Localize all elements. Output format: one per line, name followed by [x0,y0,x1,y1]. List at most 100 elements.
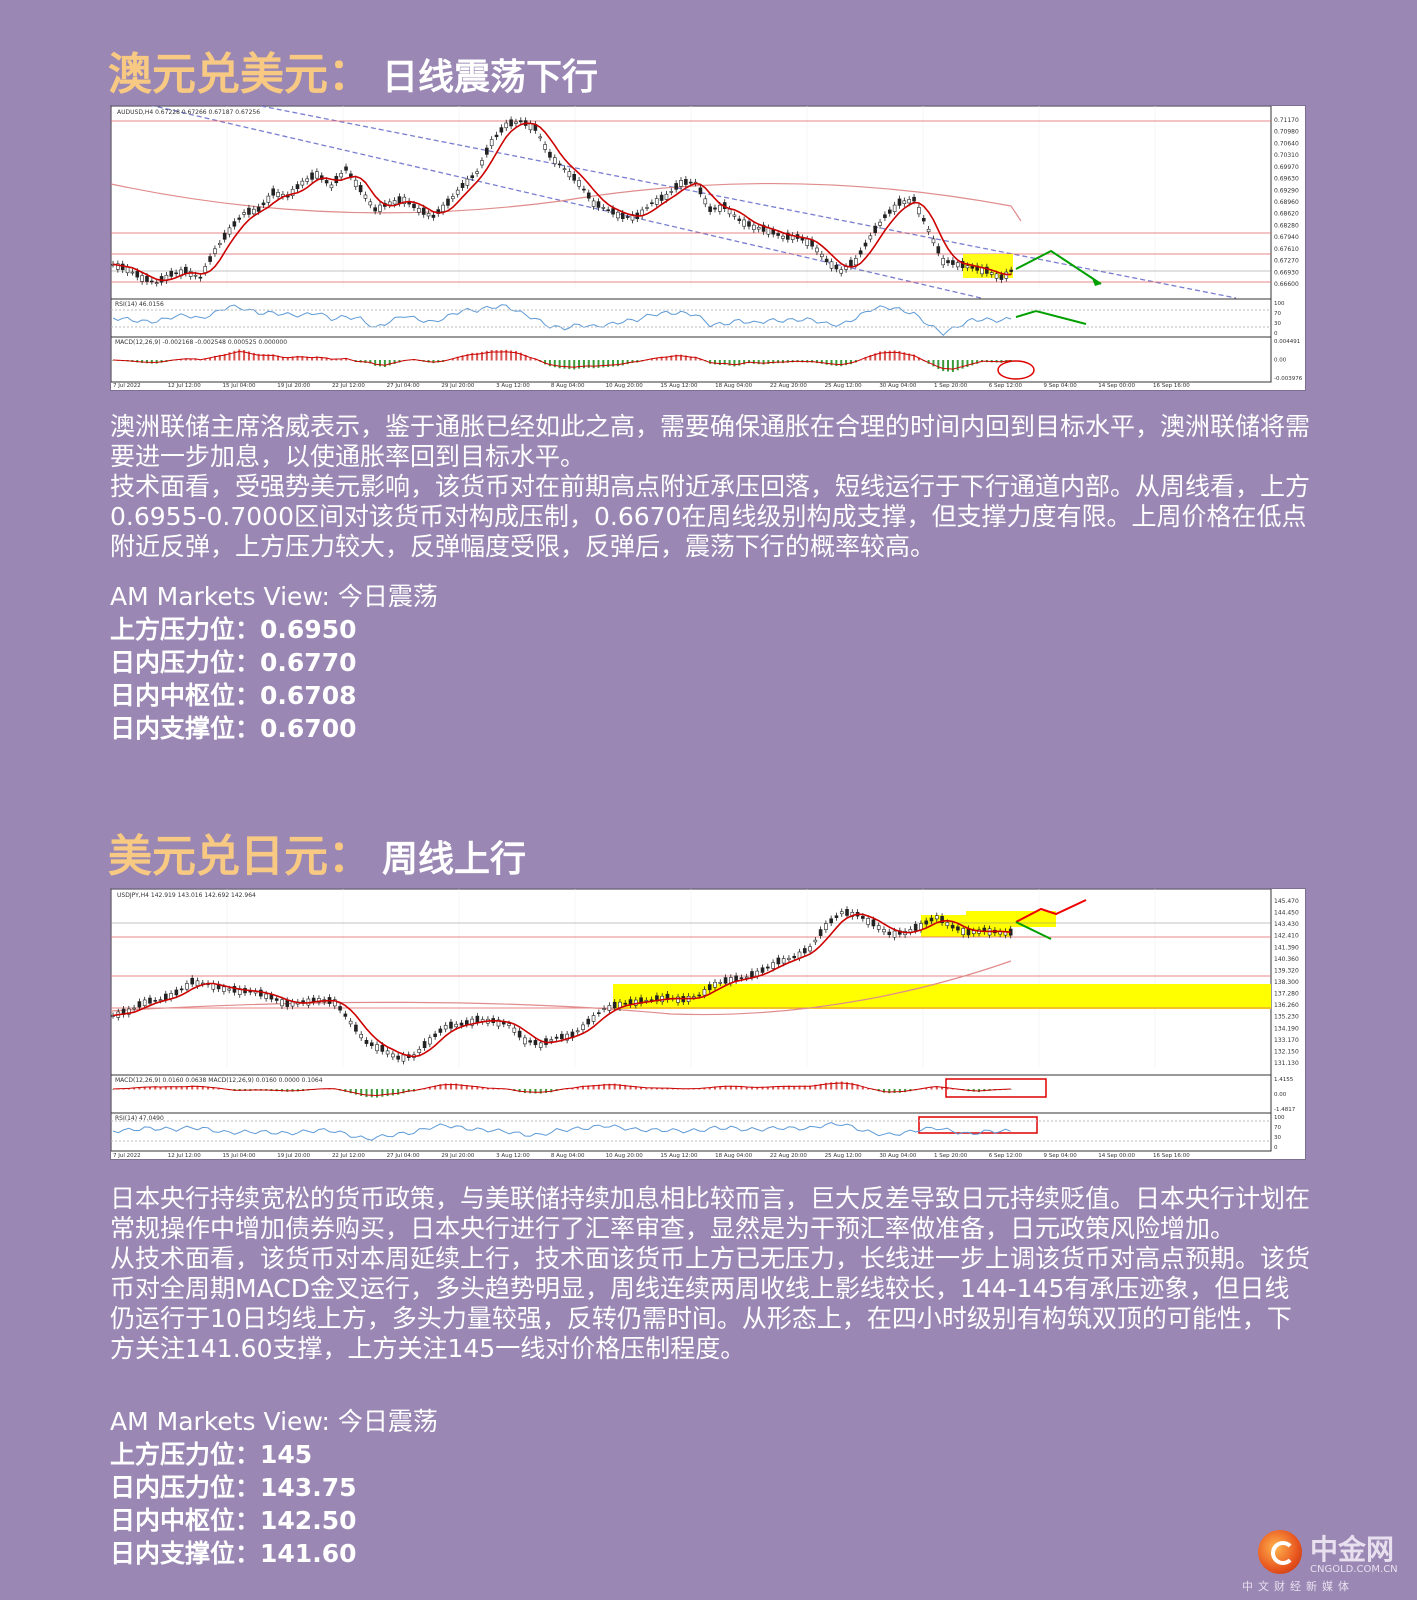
candlestick [422,1038,427,1051]
sub-tick-label: 0 [1274,1145,1278,1151]
level-value: 0.6708 [260,681,357,710]
x-tick-label: 18 Aug 04:00 [715,383,753,389]
candlestick [354,1021,358,1035]
level-value: 142.50 [260,1506,357,1535]
candlestick [581,1021,585,1033]
candlestick [883,211,887,222]
candlestick [353,176,358,190]
level-value: 0.6950 [260,615,357,644]
macd-bar [634,1086,637,1090]
candlestick [470,1015,474,1029]
macd-bar [756,1086,759,1090]
macd-bar [814,1084,817,1090]
macd-bar [709,360,712,364]
macd-bar [740,1085,743,1090]
macd-bar [267,354,270,361]
macd-bar [495,350,498,361]
candlestick [824,920,828,933]
candlestick [446,195,450,209]
candlestick [813,937,818,946]
y-tick-label: 142.410 [1274,933,1299,940]
candlestick [873,222,878,236]
macd-bar [155,360,158,364]
candlestick [761,221,766,235]
macd-bar [655,1087,658,1090]
y-tick-label: 141.390 [1274,944,1299,951]
candlestick [815,244,819,256]
section-title-audusd: 澳元兑美元： 日线震荡下行 [108,38,598,102]
level-value: 0.6700 [260,714,357,743]
macd-bar [825,360,828,365]
x-tick-label: 15 Aug 12:00 [660,1153,698,1159]
candlestick [358,182,363,196]
candlestick [917,204,921,218]
section-title-sub: 日线震荡下行 [382,57,599,98]
macd-bar [272,354,275,361]
macd-bar [444,1083,447,1090]
macd-bar [624,1084,627,1090]
macd-bar [629,1085,632,1090]
y-tick-label: 0.66600 [1274,281,1299,288]
macd-bar [927,360,930,364]
price-ma-line [112,122,1012,282]
candlestick [385,1047,390,1058]
macd-bar [320,356,323,361]
macd-bar [835,360,838,367]
macd-bar [534,1089,537,1094]
candlestick [438,1025,443,1036]
level-label: 上方压力位： [110,1440,261,1469]
candlestick [858,247,863,258]
macd-bar [500,350,503,361]
macd-bar [471,352,474,361]
candlestick [154,279,159,287]
candlestick [266,192,271,206]
candlestick [676,993,680,1006]
view-header: AM Markets View: 今日震荡 [110,1407,438,1436]
y-tick-label: 134.190 [1274,1025,1299,1032]
macd-bar [558,360,561,369]
candlestick [343,1010,348,1020]
candlestick [338,1003,342,1014]
candlestick [950,922,955,932]
chart-header: AUDUSD,H4 0.67228 0.67266 0.67187 0.6725… [117,109,260,116]
macd-bar [568,360,571,370]
macd-bar [311,357,314,361]
candlestick [902,197,907,207]
macd-bar [428,1086,431,1090]
candlestick [744,973,749,982]
candlestick [946,257,950,267]
rsi-highlight-box [918,1116,1038,1134]
macd-bar [196,1085,199,1090]
macd-bar [971,360,974,366]
macd-bar [402,1089,405,1094]
candlestick [130,268,135,276]
sub-tick-label: 0.00 [1274,358,1287,364]
candlestick [756,223,761,233]
candlestick [509,116,513,130]
macd-bar [893,1089,896,1093]
level-row: 日内压力位：0.6770 [110,646,438,679]
x-tick-label: 12 Jul 12:00 [168,383,201,389]
macd-bar [729,1085,732,1090]
candlestick [548,148,552,161]
section-title-sub: 周线上行 [382,839,527,880]
sub-tick-label: 30 [1274,1135,1281,1141]
candlestick [565,1031,569,1044]
macd-bar [189,358,192,361]
candlestick [496,1016,501,1030]
macd-bar [951,360,954,372]
level-row: 上方压力位：145 [110,1438,438,1471]
x-tick-label: 30 Aug 04:00 [879,1153,917,1159]
macd-bar [883,350,886,361]
candlestick [607,1002,612,1014]
candlestick [567,168,572,181]
macd-bar [845,360,848,366]
macd-bar [286,357,289,361]
candlestick [470,172,475,181]
sub-tick-label: 70 [1274,1125,1281,1131]
macd-bar [650,358,653,361]
candlestick [428,1034,432,1048]
long-ma-line [111,182,1022,222]
candlestick [514,118,518,127]
macd-bar [218,354,221,361]
